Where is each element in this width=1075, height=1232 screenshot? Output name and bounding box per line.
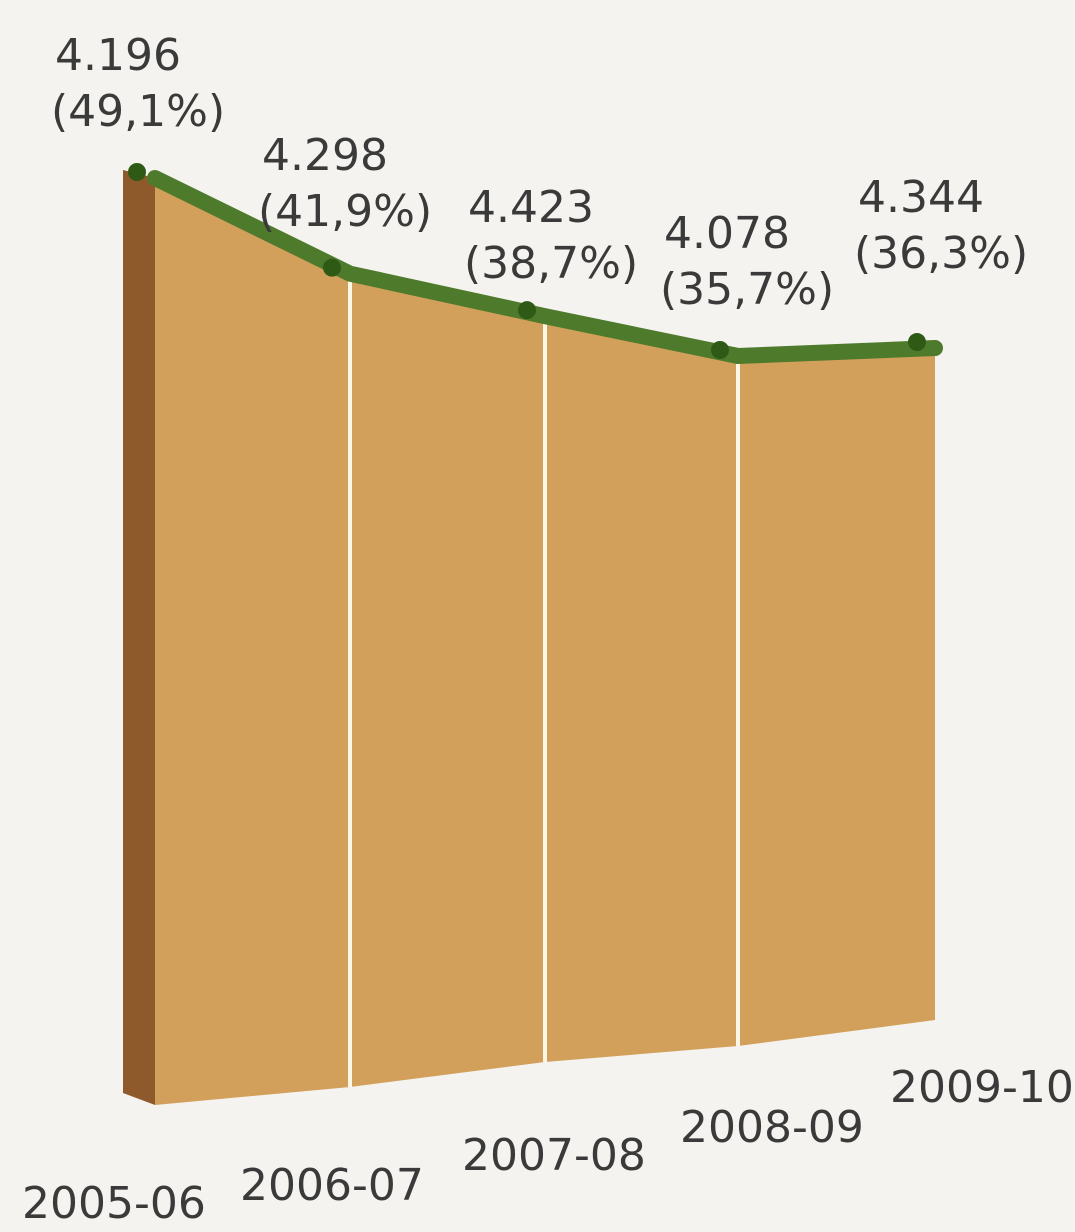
percent-label-2009-10: (36,3%) <box>854 228 1028 279</box>
percent-label-2007-08: (38,7%) <box>464 238 638 289</box>
data-point-2007-08 <box>518 301 536 320</box>
data-point-2009-10 <box>908 333 926 352</box>
percent-label-2005-06: (49,1%) <box>51 86 225 137</box>
label-layer: 4.196(49,1%) 4.298(41,9%) 4.423(38,7%) 4.07… <box>22 30 1074 1229</box>
area-side-face <box>123 170 155 1105</box>
category-label-2007-08: 2007-08 <box>462 1130 646 1181</box>
data-point-2006-07 <box>323 258 341 277</box>
data-point-2005-06 <box>128 163 146 181</box>
category-label-2006-07: 2006-07 <box>240 1160 424 1211</box>
area-layer <box>123 163 943 1105</box>
value-label-2009-10: 4.344 <box>858 172 984 223</box>
percent-label-2008-09: (35,7%) <box>660 264 834 315</box>
data-point-2008-09 <box>711 341 729 359</box>
value-label-2005-06: 4.196 <box>55 30 181 81</box>
category-label-2005-06: 2005-06 <box>22 1178 206 1229</box>
percent-label-2006-07: (41,9%) <box>258 186 432 237</box>
value-label-2008-09: 4.078 <box>664 208 790 259</box>
value-label-2006-07: 4.298 <box>262 130 388 181</box>
category-label-2008-09: 2008-09 <box>680 1102 864 1153</box>
category-label-2009-10: 2009-10 <box>890 1062 1074 1113</box>
value-label-2007-08: 4.423 <box>468 182 594 233</box>
series-line <box>147 170 943 364</box>
